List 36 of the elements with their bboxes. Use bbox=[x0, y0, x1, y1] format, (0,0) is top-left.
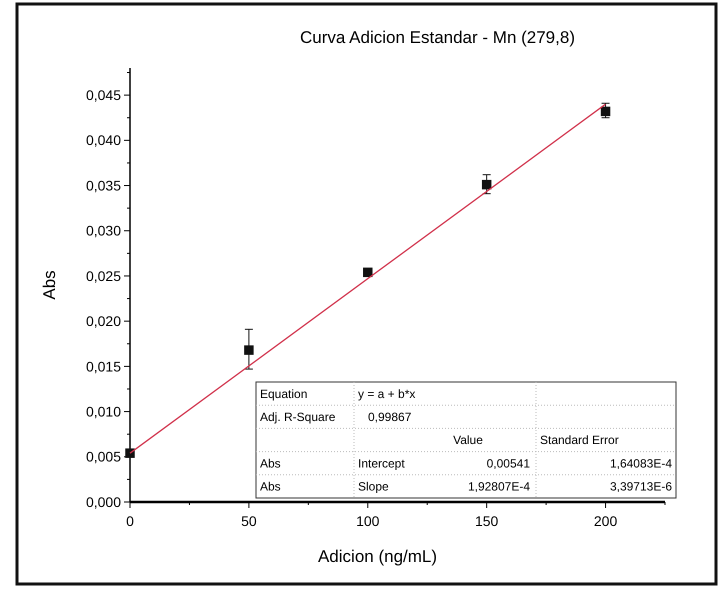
annotation: 1,92807E-4 bbox=[468, 480, 530, 494]
y-tick-label: 0,005 bbox=[86, 448, 122, 465]
y-tick-label: 0,020 bbox=[86, 313, 122, 330]
y-tick-label: 0,010 bbox=[86, 403, 122, 420]
x-tick-label: 50 bbox=[241, 513, 257, 529]
x-tick-label: 0 bbox=[126, 513, 134, 529]
annotation: y = a + b*x bbox=[358, 386, 416, 401]
annotation: Abs bbox=[260, 456, 281, 470]
annotation: Intercept bbox=[358, 456, 406, 470]
y-tick-label: 0,040 bbox=[86, 132, 122, 148]
annotation: Equation bbox=[260, 386, 308, 401]
annotation: Standard Error bbox=[540, 433, 619, 448]
x-tick-label: 200 bbox=[594, 513, 618, 529]
x-tick-label: 150 bbox=[474, 513, 499, 529]
annotation: Abs bbox=[260, 480, 281, 494]
point bbox=[363, 268, 373, 278]
y-tick-label: 0,015 bbox=[86, 358, 122, 374]
annotation: Slope bbox=[358, 480, 390, 494]
x-tick-label: 100 bbox=[356, 513, 380, 529]
y-tick-label: 0,030 bbox=[86, 222, 122, 239]
chart-title: Curva Adicion Estandar - Mn (279,8) bbox=[300, 28, 575, 47]
annotation: 3,39713E-6 bbox=[610, 480, 672, 494]
y-tick-label: 0,045 bbox=[86, 87, 122, 104]
annotation: 0,99867 bbox=[368, 410, 412, 424]
y-axis-title: Abs bbox=[40, 270, 59, 300]
y-tick-label: 0,025 bbox=[86, 268, 122, 284]
y-tick-label: 0,000 bbox=[86, 494, 122, 510]
x-axis-title: Adicion (ng/mL) bbox=[318, 547, 438, 566]
annotation: 0,00541 bbox=[486, 456, 530, 470]
annotation: Adj. R-Square bbox=[260, 410, 336, 424]
annotation: Value bbox=[453, 433, 484, 448]
point bbox=[244, 345, 254, 355]
point bbox=[482, 180, 492, 190]
y-tick-label: 0,035 bbox=[86, 177, 122, 194]
point bbox=[600, 106, 610, 116]
annotation: 1,64083E-4 bbox=[610, 456, 672, 470]
